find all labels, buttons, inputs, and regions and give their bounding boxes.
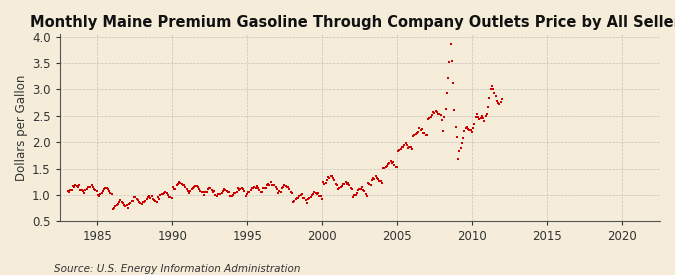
- Text: Source: U.S. Energy Information Administration: Source: U.S. Energy Information Administ…: [54, 264, 300, 274]
- Y-axis label: Dollars per Gallon: Dollars per Gallon: [15, 75, 28, 181]
- Title: Monthly Maine Premium Gasoline Through Company Outlets Price by All Sellers: Monthly Maine Premium Gasoline Through C…: [30, 15, 675, 30]
